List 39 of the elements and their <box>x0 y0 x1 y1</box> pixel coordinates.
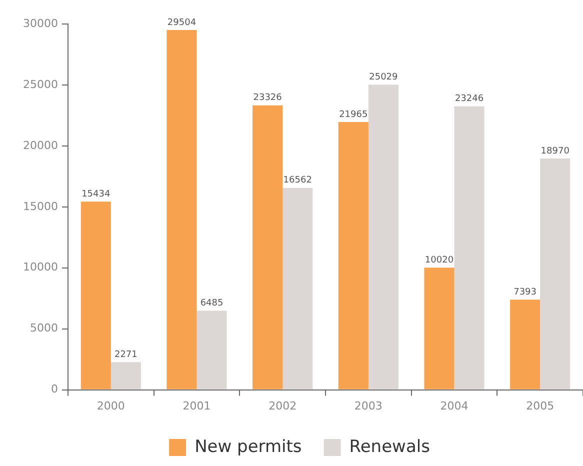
bar <box>454 106 484 390</box>
bar <box>252 105 283 390</box>
x-tick-label: 2004 <box>440 399 468 412</box>
x-tick-label: 2003 <box>354 399 382 412</box>
bar <box>166 30 197 390</box>
bar <box>368 84 398 390</box>
x-tick-label: 2005 <box>526 399 554 412</box>
bar <box>196 310 227 390</box>
data-label: 21965 <box>339 110 368 120</box>
y-tick-label: 0 <box>51 382 58 396</box>
bar <box>110 362 141 390</box>
data-label: 10020 <box>424 255 454 266</box>
bar <box>80 202 111 390</box>
data-label: 29504 <box>167 18 196 28</box>
y-tick-label: 10000 <box>23 260 58 274</box>
data-label: 23246 <box>454 94 484 104</box>
bar <box>510 300 540 390</box>
data-label: 15434 <box>82 189 110 200</box>
x-tick-label: 2002 <box>268 399 297 412</box>
y-tick-label: 30000 <box>23 16 58 30</box>
data-label: 16562 <box>283 176 312 186</box>
data-label: 25029 <box>369 72 398 82</box>
bar <box>282 188 313 390</box>
bar <box>540 158 570 390</box>
bar <box>424 268 454 390</box>
y-tick-label: 15000 <box>23 200 58 213</box>
y-tick-label: 25000 <box>23 78 58 91</box>
data-label: 18970 <box>540 146 570 156</box>
x-tick-label: 2000 <box>96 399 125 412</box>
y-tick-label: 5000 <box>30 322 58 335</box>
data-label: 23326 <box>253 93 282 104</box>
y-tick-label: 20000 <box>23 138 58 152</box>
x-tick-label: 2001 <box>182 399 211 412</box>
data-label: 6485 <box>200 298 224 309</box>
legend-label: Renewals <box>349 436 430 457</box>
legend-label: New permits <box>194 436 302 457</box>
bar <box>338 122 368 390</box>
data-label: 7393 <box>514 288 537 298</box>
data-label: 2271 <box>114 350 138 360</box>
